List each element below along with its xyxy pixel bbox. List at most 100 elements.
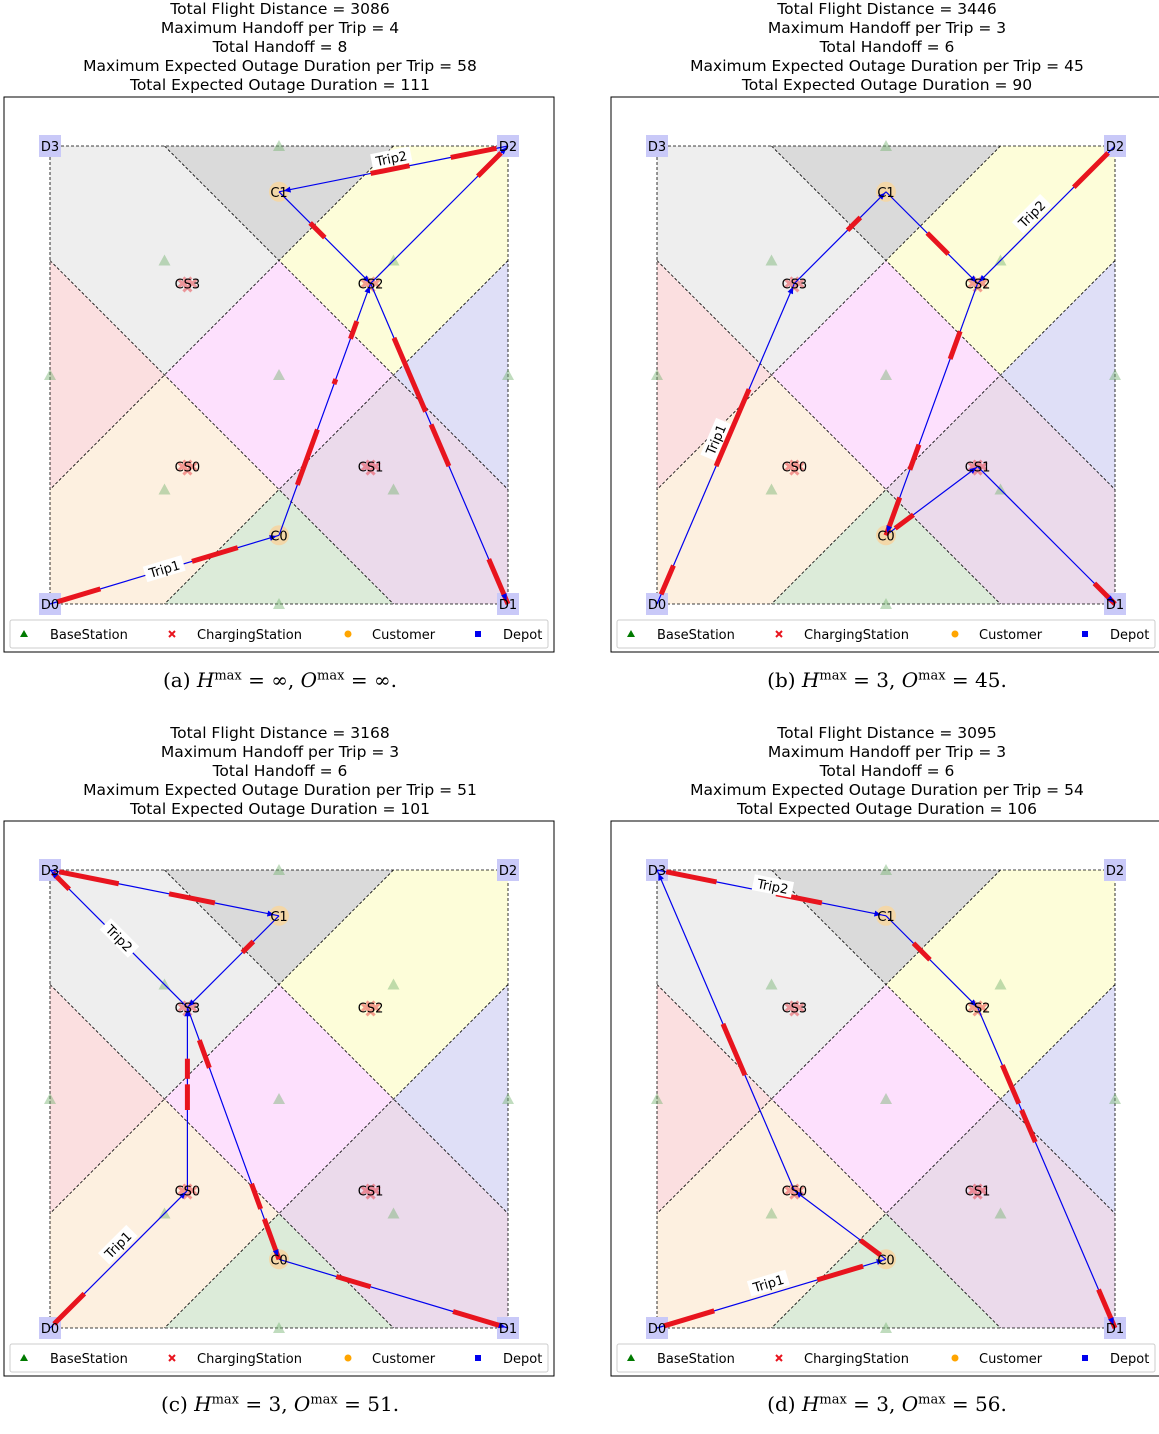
route-arrowhead [886,525,893,533]
legend-depot-icon [475,1355,481,1361]
route-segment [977,1007,1116,1329]
base-station-marker [765,483,778,495]
trip-label-background [97,1224,138,1265]
charging-station-x-icon [182,276,193,287]
outage-segment [907,443,922,471]
trip-label-background [370,146,413,170]
route-segment [885,915,979,1008]
base-station-marker [1109,369,1121,380]
caption: (c) Hmax = 3, Omax = 51. [160,1392,400,1416]
coverage-boundary [656,260,1001,605]
coverage-region-bottom-middle [771,1213,1001,1328]
coverage-region-bottom-middle [771,489,1001,604]
base-station-marker [387,978,400,990]
charging-station-x-icon [794,1002,805,1013]
caption-o: 51 [367,1392,393,1416]
legend-base-station-icon [627,630,635,637]
depot-marker [497,859,519,881]
caption-h: 3 [268,1392,282,1416]
legend-box [9,619,549,649]
charging-station-x-icon [365,1006,376,1017]
base-station-marker [880,1322,892,1333]
charging-station-x-icon [182,459,193,470]
coverage-region-left [657,260,772,490]
stat-line: Total Flight Distance = 3086 [170,0,390,18]
charging-station-x-icon [784,1185,795,1196]
stat-line: Maximum Expected Outage Duration per Tri… [690,57,1084,75]
node-label: CS2 [965,277,991,292]
charging-station-x-icon [177,461,188,472]
outage-segment [452,1309,502,1329]
stat-line: Maximum Expected Outage Duration per Tri… [690,781,1084,799]
charging-station-x-icon [360,461,371,472]
coverage-region-left [657,984,772,1214]
legend-label: Depot [503,628,542,643]
legend-label: Customer [372,1352,436,1367]
coverage-boundary [771,984,1116,1329]
coverage-boundary [49,869,394,1214]
base-station-marker [502,1093,514,1104]
node-label: CS0 [782,1185,808,1200]
node-label: CS1 [965,1185,991,1200]
route-arrowhead [501,593,507,601]
coverage-boundary [771,260,1116,605]
charging-station-x-icon [182,465,193,476]
node-label: C0 [270,529,287,544]
route-arrowhead [795,1191,803,1198]
caption-label: (d) [767,1392,796,1416]
route-arrowhead [658,873,664,881]
charging-station-x-icon [789,1183,800,1194]
caption-label: (b) [767,668,796,692]
charging-station-icon [360,1000,381,1017]
outage-segment [845,215,863,233]
legend-label: BaseStation [50,628,128,643]
coverage-region-bottom-middle [164,489,394,604]
charging-station-x-icon [972,1189,983,1200]
charging-station-icon [967,1183,988,1200]
route-arrowhead [283,186,292,193]
coverage-boundary [49,984,394,1329]
base-station-marker [880,864,892,875]
caption-h: ∞ [271,668,288,692]
base-station-marker [880,140,892,151]
depot-marker [646,135,668,157]
coverage-region-right [393,260,508,490]
charging-station-x-icon [789,276,800,287]
base-station-marker [880,598,892,609]
caption: (d) Hmax = 3, Omax = 56. [767,1392,1007,1416]
caption-label: (c) [160,1392,188,1416]
charging-station-x-icon [365,1183,376,1194]
legend-depot-icon [475,631,481,637]
legend-depot-icon [1082,1355,1088,1361]
charging-station-icon [177,459,198,476]
base-station-marker [44,1093,56,1104]
trip-label-background [99,918,140,958]
charging-station-x-icon [365,1000,376,1011]
route-arrowhead [1106,595,1114,603]
charging-station-x-icon [977,1185,988,1196]
coverage-region-left [50,260,165,490]
charging-station-x-icon [187,278,198,289]
coverage-region-top-middle [164,870,394,985]
outage-segment [191,545,239,564]
base-station-marker [1109,1093,1121,1104]
charging-station-x-icon [789,1006,800,1017]
outage-segment [428,423,452,468]
outage-segment [720,1022,748,1077]
charging-station-x-icon [182,282,193,293]
route-arrowhead [498,1322,506,1329]
stat-line: Total Handoff = 6 [819,762,955,780]
node-label: C1 [877,186,894,201]
node-label: D2 [1106,864,1124,879]
base-station-marker [273,864,285,875]
legend-label: ChargingStation [804,1352,909,1367]
caption-h: 3 [876,668,890,692]
legend-label: Depot [503,1352,542,1367]
route-arrowhead [1108,1317,1114,1325]
node-label: C1 [270,186,287,201]
node-label: CS2 [965,1001,991,1016]
outage-segment [893,512,915,531]
base-station-marker [765,254,778,266]
chart-panel-c: Total Flight Distance = 3168 Maximum Han… [0,724,580,1434]
stat-line: Total Expected Outage Duration = 106 [736,800,1038,818]
